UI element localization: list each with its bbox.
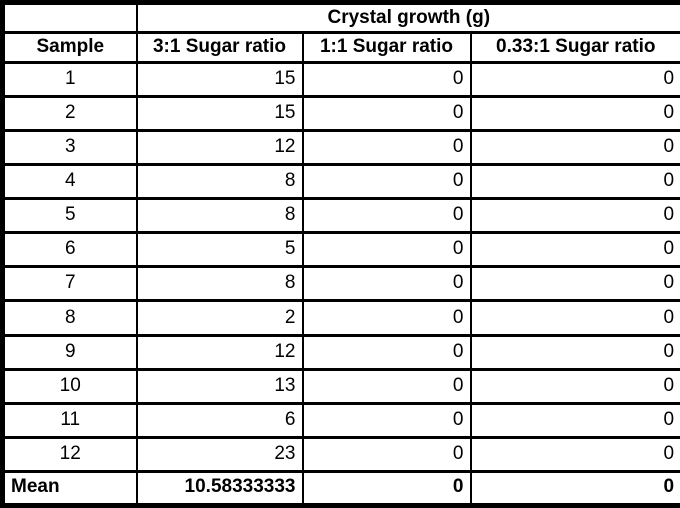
value-cell-0-33-1-ratio: 0 <box>469 95 680 133</box>
value-cell-1-1-ratio: 0 <box>301 435 472 473</box>
sample-number-cell: 4 <box>1 163 138 201</box>
sample-number-cell: 11 <box>1 401 138 439</box>
mean-value-3-1-ratio: 10.58333333 <box>135 469 304 508</box>
sample-number-cell: 10 <box>1 367 138 405</box>
value-cell-1-1-ratio: 0 <box>301 95 472 133</box>
table-row: 11 6 0 0 <box>1 401 680 439</box>
value-cell-3-1-ratio: 12 <box>135 129 304 167</box>
value-cell-0-33-1-ratio: 0 <box>469 197 680 235</box>
table-row: 3 12 0 0 <box>1 129 680 167</box>
sample-number-cell: 7 <box>1 265 138 303</box>
sample-number-cell: 3 <box>1 129 138 167</box>
value-cell-0-33-1-ratio: 0 <box>469 435 680 473</box>
mean-value-0-33-1-ratio: 0 <box>469 469 680 508</box>
table-body: 1 15 0 0 2 15 0 0 3 12 0 0 4 8 0 0 5 8 0 0 6 5 0 0 7 8 0 0 8 2 0 0 9 12 0 0… <box>1 60 680 508</box>
sample-number-cell: 6 <box>1 231 138 269</box>
mean-value-1-1-ratio: 0 <box>301 469 472 508</box>
table-row: 10 13 0 0 <box>1 367 680 405</box>
value-cell-3-1-ratio: 2 <box>135 299 304 337</box>
table-row: 9 12 0 0 <box>1 333 680 371</box>
mean-row: Mean 10.58333333 0 0 <box>1 469 680 508</box>
sample-number-cell: 5 <box>1 197 138 235</box>
value-cell-0-33-1-ratio: 0 <box>469 265 680 303</box>
value-cell-0-33-1-ratio: 0 <box>469 401 680 439</box>
value-cell-1-1-ratio: 0 <box>301 163 472 201</box>
sample-number-cell: 9 <box>1 333 138 371</box>
value-cell-0-33-1-ratio: 0 <box>469 60 680 99</box>
column-header-sample: Sample <box>1 31 138 64</box>
sample-number-cell: 2 <box>1 95 138 133</box>
value-cell-1-1-ratio: 0 <box>301 333 472 371</box>
value-cell-3-1-ratio: 6 <box>135 401 304 439</box>
value-cell-1-1-ratio: 0 <box>301 299 472 337</box>
table-row: 1 15 0 0 <box>1 60 680 99</box>
value-cell-1-1-ratio: 0 <box>301 265 472 303</box>
value-cell-3-1-ratio: 15 <box>135 60 304 99</box>
title-row: Crystal growth (g) <box>1 1 680 34</box>
column-header-3-1-ratio: 3:1 Sugar ratio <box>135 31 304 64</box>
value-cell-1-1-ratio: 0 <box>301 129 472 167</box>
value-cell-3-1-ratio: 15 <box>135 95 304 133</box>
value-cell-0-33-1-ratio: 0 <box>469 333 680 371</box>
header-row: Sample 3:1 Sugar ratio 1:1 Sugar ratio 0… <box>1 31 680 64</box>
value-cell-0-33-1-ratio: 0 <box>469 163 680 201</box>
value-cell-1-1-ratio: 0 <box>301 401 472 439</box>
column-header-0-33-1-ratio: 0.33:1 Sugar ratio <box>469 31 680 64</box>
value-cell-0-33-1-ratio: 0 <box>469 129 680 167</box>
value-cell-3-1-ratio: 23 <box>135 435 304 473</box>
column-header-1-1-ratio: 1:1 Sugar ratio <box>301 31 472 64</box>
table-row: 12 23 0 0 <box>1 435 680 473</box>
sample-number-cell: 8 <box>1 299 138 337</box>
value-cell-3-1-ratio: 8 <box>135 197 304 235</box>
value-cell-3-1-ratio: 8 <box>135 265 304 303</box>
table-title: Crystal growth (g) <box>135 1 680 34</box>
value-cell-3-1-ratio: 5 <box>135 231 304 269</box>
value-cell-3-1-ratio: 8 <box>135 163 304 201</box>
mean-label: Mean <box>1 469 138 508</box>
value-cell-0-33-1-ratio: 0 <box>469 231 680 269</box>
value-cell-3-1-ratio: 13 <box>135 367 304 405</box>
value-cell-1-1-ratio: 0 <box>301 60 472 99</box>
value-cell-1-1-ratio: 0 <box>301 231 472 269</box>
value-cell-0-33-1-ratio: 0 <box>469 299 680 337</box>
table-row: 2 15 0 0 <box>1 95 680 133</box>
sample-number-cell: 1 <box>1 60 138 99</box>
corner-cell <box>1 1 138 34</box>
value-cell-3-1-ratio: 12 <box>135 333 304 371</box>
sample-number-cell: 12 <box>1 435 138 473</box>
value-cell-1-1-ratio: 0 <box>301 367 472 405</box>
value-cell-0-33-1-ratio: 0 <box>469 367 680 405</box>
value-cell-1-1-ratio: 0 <box>301 197 472 235</box>
